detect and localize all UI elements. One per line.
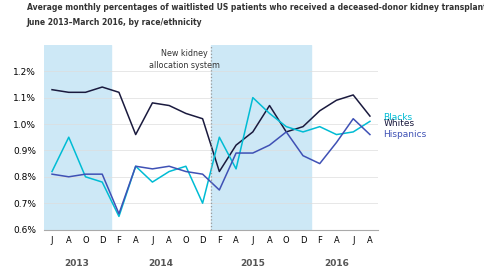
Bar (211, 45, 311, 230)
Text: 2014: 2014 (148, 259, 173, 268)
Text: 2013: 2013 (64, 259, 90, 268)
Text: 2015: 2015 (240, 259, 265, 268)
Text: Hispanics: Hispanics (382, 130, 426, 139)
Text: 2016: 2016 (323, 259, 348, 268)
Text: Blacks: Blacks (382, 113, 411, 122)
Bar (44, 45, 110, 230)
Text: Whites: Whites (382, 120, 414, 129)
Text: Average monthly percentages of waitlisted US patients who received a deceased-do: Average monthly percentages of waitliste… (27, 3, 484, 12)
Text: New kidney
allocation system: New kidney allocation system (149, 49, 219, 69)
Text: June 2013–March 2016, by race/ethnicity: June 2013–March 2016, by race/ethnicity (27, 18, 202, 27)
